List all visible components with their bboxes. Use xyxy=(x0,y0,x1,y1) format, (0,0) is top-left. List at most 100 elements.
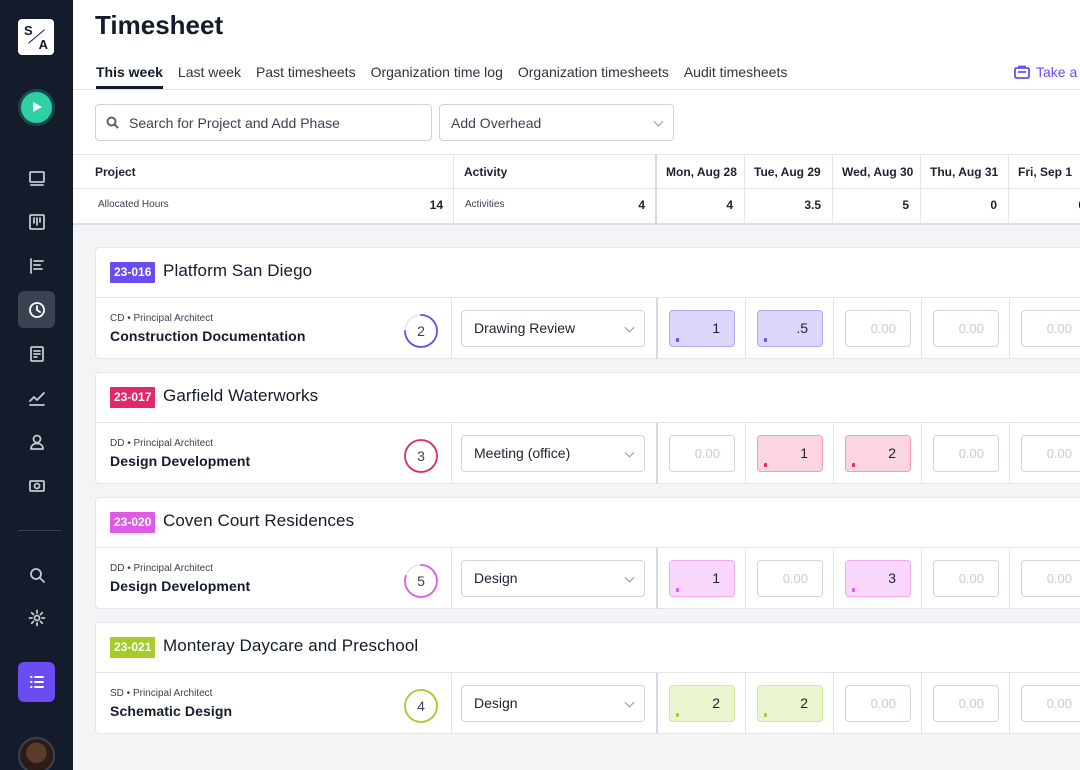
report-icon[interactable] xyxy=(18,335,55,372)
hours-input-tue[interactable]: .5 xyxy=(757,310,823,347)
hours-input-tue[interactable]: 0.00 xyxy=(757,560,823,597)
project-name[interactable]: Platform San Diego xyxy=(163,261,313,280)
day-total-wed: 5 xyxy=(902,198,909,212)
hours-input-thu[interactable]: 0.00 xyxy=(933,685,999,722)
hours-input-fri[interactable]: 0.00 xyxy=(1021,685,1080,722)
note-marker xyxy=(764,463,767,467)
hours-input-mon[interactable]: 1 xyxy=(669,560,735,597)
hours-input-fri[interactable]: 0.00 xyxy=(1021,560,1080,597)
row-divider xyxy=(656,423,658,484)
project-name[interactable]: Monteray Daycare and Preschool xyxy=(163,636,419,655)
phase-progress-value: 2 xyxy=(417,323,425,339)
take-tour-link[interactable]: Take a xyxy=(1014,64,1077,80)
grid-divider xyxy=(920,154,921,224)
tab-audit-timesheets[interactable]: Audit timesheets xyxy=(683,64,788,80)
allocated-hours-label: Allocated Hours xyxy=(98,199,169,210)
grid-top-line xyxy=(73,154,1080,155)
row-divider xyxy=(1009,298,1010,359)
tab-last-week[interactable]: Last week xyxy=(177,64,241,80)
phase-progress-value: 4 xyxy=(417,698,425,714)
hours-input-fri[interactable]: 0.00 xyxy=(1021,435,1080,472)
hours-input-tue[interactable]: 2 xyxy=(757,685,823,722)
project-code-badge: 23-017 xyxy=(110,387,156,408)
activity-select[interactable]: Meeting (office) xyxy=(461,435,645,472)
chart-icon[interactable] xyxy=(18,379,55,416)
list-icon[interactable] xyxy=(18,662,55,702)
project-code-badge: 23-020 xyxy=(110,512,156,533)
grid-divider xyxy=(655,154,657,224)
row-divider xyxy=(451,548,452,609)
hours-placeholder: 0.00 xyxy=(958,571,984,586)
hours-input-fri[interactable]: 0.00 xyxy=(1021,310,1080,347)
hours-input-mon[interactable]: 2 xyxy=(669,685,735,722)
phase-code: DD • Principal Architect xyxy=(110,563,213,574)
row-divider xyxy=(451,673,452,734)
hours-input-wed[interactable]: 0.00 xyxy=(845,310,911,347)
money-icon[interactable] xyxy=(18,467,55,504)
hours-input-wed[interactable]: 3 xyxy=(845,560,911,597)
row-divider xyxy=(745,298,746,359)
add-overhead-select[interactable]: Add Overhead xyxy=(439,104,674,141)
row-divider xyxy=(745,548,746,609)
chevron-down-icon xyxy=(624,572,635,583)
search-project-field[interactable] xyxy=(95,104,432,141)
tab-this-week[interactable]: This week xyxy=(96,64,163,89)
activity-select[interactable]: Design xyxy=(461,560,645,597)
play-icon[interactable] xyxy=(21,92,52,123)
hours-input-wed[interactable]: 2 xyxy=(845,435,911,472)
tab-organization-timesheets[interactable]: Organization timesheets xyxy=(517,64,669,80)
row-divider xyxy=(921,423,922,484)
project-card-header: 23-016 Platform San Diego xyxy=(96,248,1080,298)
hours-value: 2 xyxy=(888,445,896,461)
hours-input-mon[interactable]: 0.00 xyxy=(669,435,735,472)
hours-placeholder: 0.00 xyxy=(870,321,896,336)
search-icon[interactable] xyxy=(18,556,55,593)
phase-progress-ring: 3 xyxy=(403,438,439,474)
hours-input-wed[interactable]: 0.00 xyxy=(845,685,911,722)
tab-organization-time-log[interactable]: Organization time log xyxy=(370,64,503,80)
clock-icon[interactable] xyxy=(18,291,55,328)
search-input[interactable] xyxy=(129,114,419,131)
day-header-fri: Fri, Sep 1 xyxy=(1018,165,1073,179)
day-total-mon: 4 xyxy=(726,198,733,212)
hours-input-thu[interactable]: 0.00 xyxy=(933,435,999,472)
project-name[interactable]: Coven Court Residences xyxy=(163,511,355,530)
phase-progress-ring: 4 xyxy=(403,688,439,724)
project-card-header: 23-020 Coven Court Residences xyxy=(96,498,1080,548)
briefcase-icon xyxy=(1014,65,1030,79)
tab-past-timesheets[interactable]: Past timesheets xyxy=(255,64,356,80)
phase-progress-ring: 2 xyxy=(403,313,439,349)
hours-value: 2 xyxy=(800,695,808,711)
monitor-icon[interactable] xyxy=(18,160,55,197)
hours-input-tue[interactable]: 1 xyxy=(757,435,823,472)
row-divider xyxy=(656,298,658,359)
gear-icon[interactable] xyxy=(18,599,55,636)
row-divider xyxy=(1009,423,1010,484)
gantt-icon[interactable] xyxy=(18,247,55,284)
hours-input-mon[interactable]: 1 xyxy=(669,310,735,347)
app-logo[interactable]: S A xyxy=(18,19,54,55)
tab-bar: This week Last week Past timesheets Orga… xyxy=(96,64,802,90)
sidebar: S A xyxy=(0,0,73,770)
avatar[interactable] xyxy=(18,737,55,770)
project-card: 23-016 Platform San Diego CD • Principal A… xyxy=(95,247,1080,359)
activity-select[interactable]: Design xyxy=(461,685,645,722)
phase-name: Construction Documentation xyxy=(110,328,306,344)
hours-placeholder: 0.00 xyxy=(958,446,984,461)
user-icon[interactable] xyxy=(18,423,55,460)
project-code-badge: 23-016 xyxy=(110,262,156,283)
project-name[interactable]: Garfield Waterworks xyxy=(163,386,319,405)
phase-code: CD • Principal Architect xyxy=(110,313,213,324)
board-icon[interactable] xyxy=(18,203,55,240)
hours-input-thu[interactable]: 0.00 xyxy=(933,310,999,347)
search-icon xyxy=(106,116,119,129)
grid-mid-line xyxy=(73,188,1080,189)
hours-input-thu[interactable]: 0.00 xyxy=(933,560,999,597)
activity-select[interactable]: Drawing Review xyxy=(461,310,645,347)
activities-value: 4 xyxy=(638,198,645,212)
hours-value: 1 xyxy=(712,570,720,586)
logo-letter-a: A xyxy=(38,37,48,52)
phase-progress-value: 3 xyxy=(417,448,425,464)
row-divider xyxy=(833,298,834,359)
note-marker xyxy=(676,338,679,342)
